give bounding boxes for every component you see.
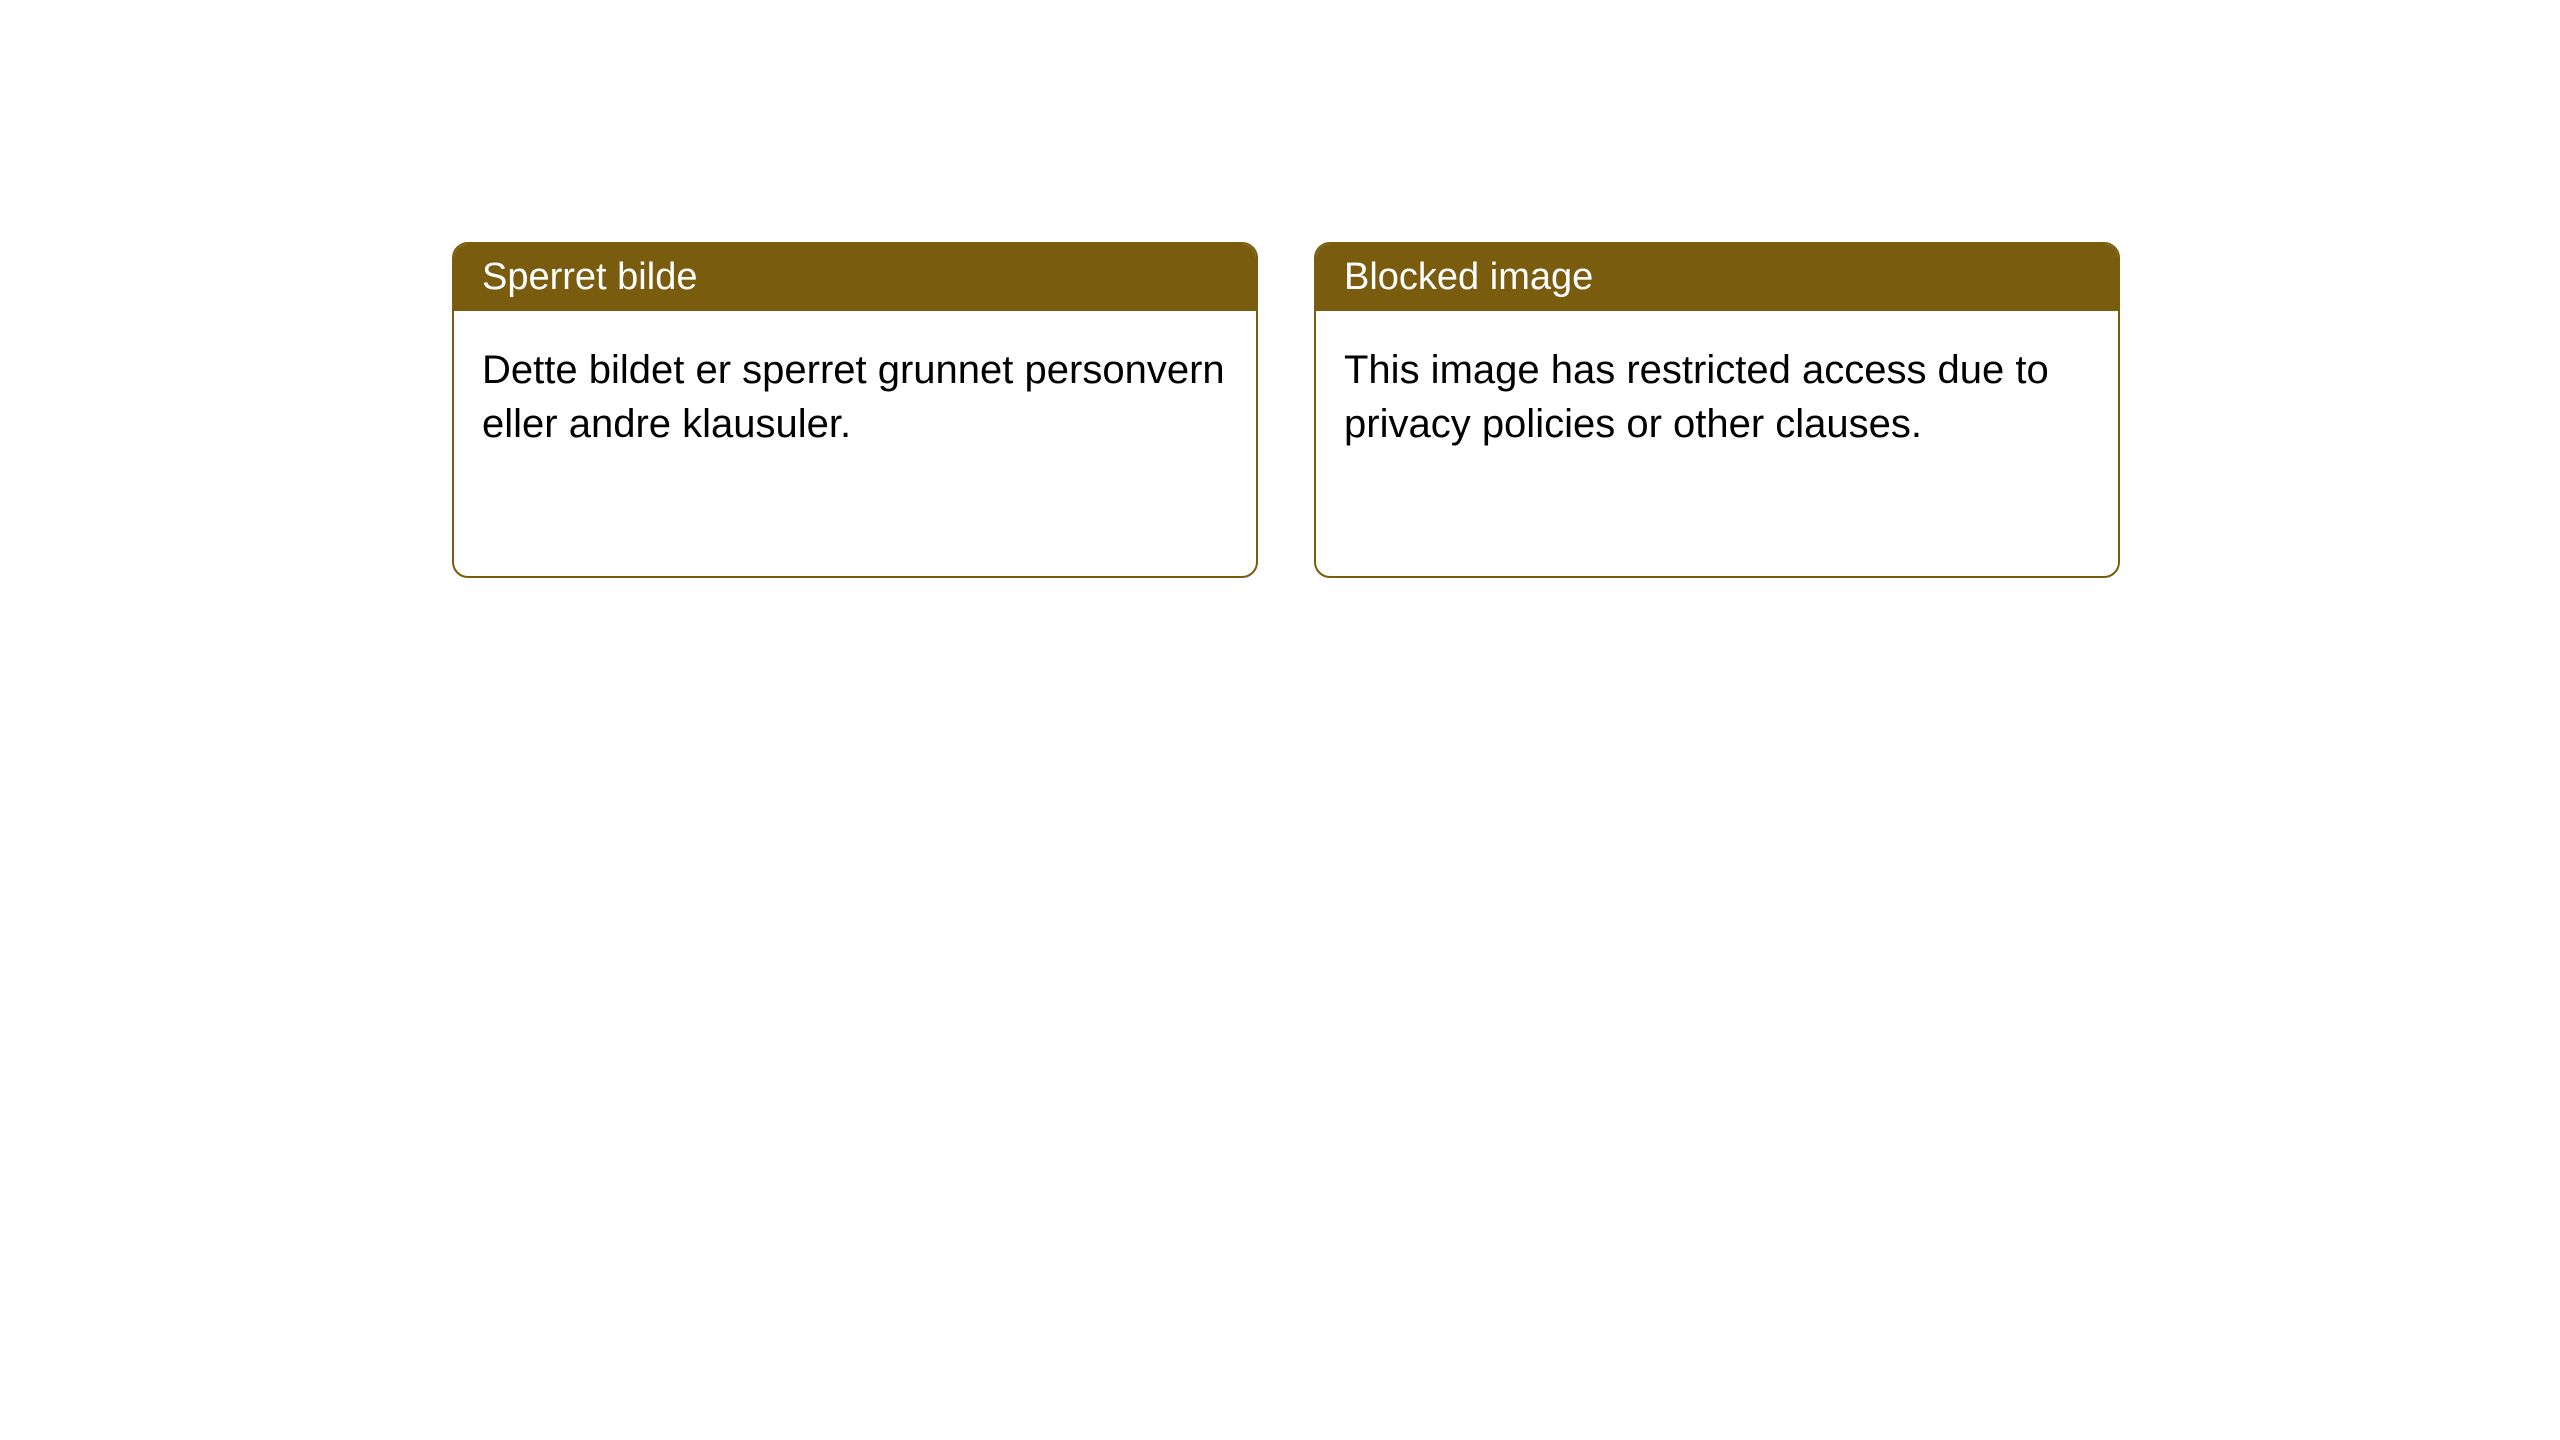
notice-body: This image has restricted access due to … bbox=[1316, 311, 2118, 483]
notice-header: Sperret bilde bbox=[454, 244, 1256, 311]
notice-card-english: Blocked image This image has restricted … bbox=[1314, 242, 2120, 578]
notice-cards-container: Sperret bilde Dette bildet er sperret gr… bbox=[452, 242, 2120, 578]
notice-body: Dette bildet er sperret grunnet personve… bbox=[454, 311, 1256, 483]
notice-card-norwegian: Sperret bilde Dette bildet er sperret gr… bbox=[452, 242, 1258, 578]
notice-header: Blocked image bbox=[1316, 244, 2118, 311]
